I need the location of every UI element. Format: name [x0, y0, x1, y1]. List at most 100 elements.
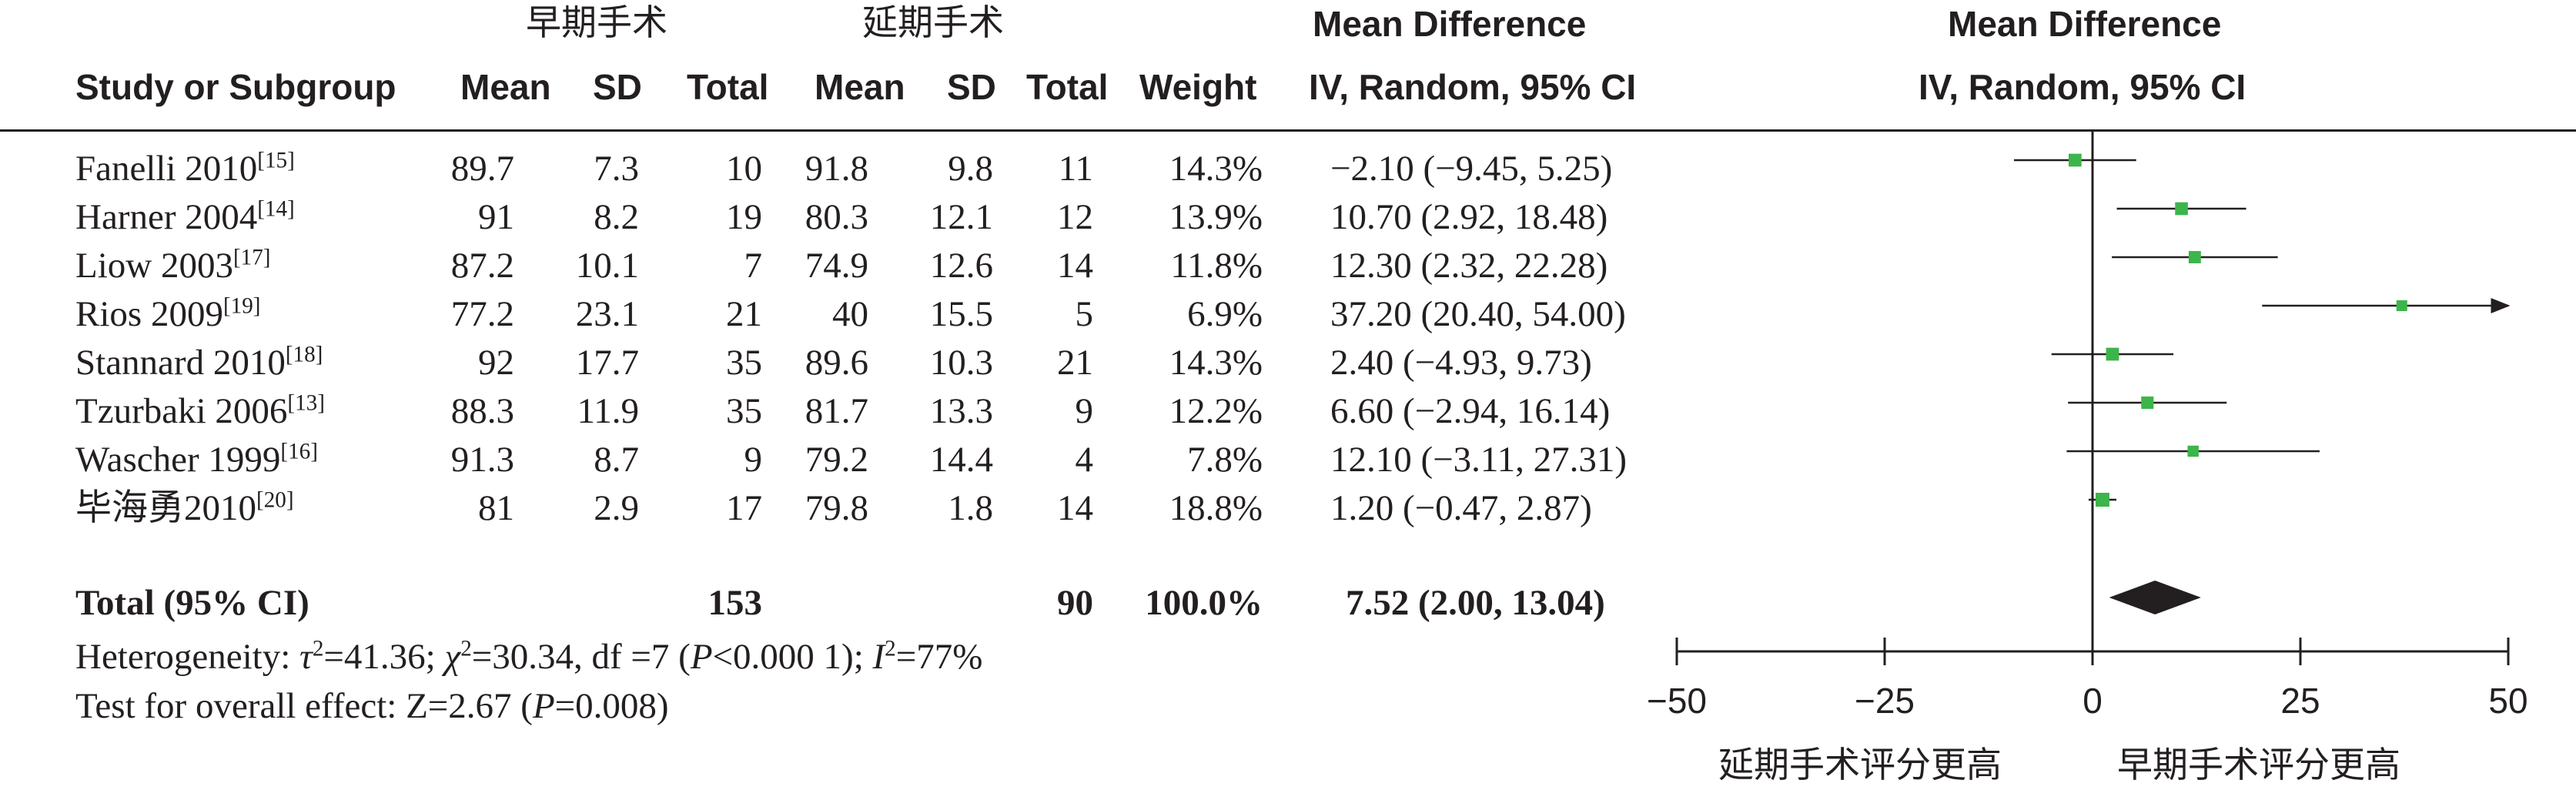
col-header-study: Study or Subgroup: [75, 67, 396, 107]
study-name: 毕海勇2010[20]: [75, 487, 294, 528]
delayed-sd: 12.1: [929, 197, 993, 237]
early-mean: 92: [478, 343, 514, 383]
early-mean: 91: [478, 197, 514, 237]
overall-effect-test: Test for overall effect: Z=2.67 (P=0.008…: [75, 686, 669, 726]
delayed-sd: 10.3: [929, 343, 993, 383]
col-header-early-mean: Mean: [460, 67, 551, 107]
delayed-mean: 79.2: [805, 440, 868, 480]
reference-mark: [16]: [280, 439, 318, 464]
delayed-sd: 14.4: [929, 440, 993, 480]
col-header-early-sd: SD: [593, 67, 642, 107]
early-sd: 11.9: [577, 391, 639, 431]
early-mean: 87.2: [450, 246, 514, 286]
reference-mark: [17]: [233, 245, 271, 270]
effect-size-marker: [2141, 396, 2154, 410]
early-total: 21: [726, 294, 762, 334]
weight: 14.3%: [1169, 149, 1263, 189]
early-mean: 81: [478, 488, 514, 528]
study-name: Liow 2003[17]: [75, 245, 271, 286]
mean-difference-ci: 6.60 (−2.94, 16.14): [1330, 391, 1611, 431]
col-header-weight: Weight: [1139, 67, 1257, 107]
study-name: Fanelli 2010[15]: [75, 148, 295, 189]
reference-mark: [13]: [287, 390, 325, 416]
total-early-n: 153: [708, 583, 763, 623]
early-total: 35: [726, 391, 762, 431]
total-mean-difference-ci: 7.52 (2.00, 13.04): [1346, 583, 1605, 623]
delayed-mean: 91.8: [805, 149, 868, 189]
col-header-early-total: Total: [687, 67, 769, 107]
mean-difference-ci: −2.10 (−9.45, 5.25): [1330, 149, 1613, 189]
x-axis-tick-label: 0: [2083, 681, 2103, 721]
group-header-early: 早期手术: [526, 2, 667, 43]
early-sd: 7.3: [594, 149, 639, 189]
early-sd: 8.2: [594, 197, 639, 237]
md-column-title: Mean Difference: [1313, 4, 1587, 44]
study-name: Rios 2009[19]: [75, 293, 261, 334]
delayed-sd: 1.8: [948, 488, 993, 528]
early-sd: 17.7: [575, 343, 639, 383]
mean-difference-ci: 10.70 (2.92, 18.48): [1330, 197, 1608, 237]
early-total: 9: [744, 440, 763, 480]
delayed-sd: 12.6: [929, 246, 993, 286]
weight: 13.9%: [1169, 197, 1263, 237]
weight: 14.3%: [1169, 343, 1263, 383]
effect-size-marker: [2396, 300, 2407, 312]
early-sd: 8.7: [594, 440, 639, 480]
early-mean: 91.3: [450, 440, 514, 480]
effect-size-marker: [2188, 251, 2201, 263]
x-axis-tick-label: −25: [1855, 681, 1915, 721]
delayed-total: 11: [1058, 149, 1093, 189]
study-name: Tzurbaki 2006[13]: [75, 390, 325, 431]
weight: 11.8%: [1170, 246, 1263, 286]
total-weight: 100.0%: [1145, 583, 1263, 623]
delayed-mean: 40: [832, 294, 868, 334]
early-sd: 10.1: [575, 246, 639, 286]
reference-mark: [19]: [222, 293, 261, 319]
early-mean: 77.2: [450, 294, 514, 334]
x-axis-tick-label: 50: [2488, 681, 2527, 721]
study-name: Wascher 1999[16]: [75, 439, 318, 480]
delayed-sd: 9.8: [948, 149, 993, 189]
early-total: 35: [726, 343, 762, 383]
delayed-sd: 13.3: [929, 391, 993, 431]
reference-mark: [18]: [285, 342, 323, 367]
delayed-total: 4: [1075, 440, 1094, 480]
reference-mark: [20]: [256, 487, 294, 513]
plot-column-title: Mean Difference: [1948, 4, 2222, 44]
early-mean: 89.7: [450, 149, 514, 189]
favours-delayed-label: 延期手术评分更高: [1718, 744, 2002, 785]
reference-mark: [14]: [257, 196, 295, 222]
delayed-mean: 80.3: [805, 197, 868, 237]
weight: 6.9%: [1187, 294, 1263, 334]
study-name: Stannard 2010[18]: [75, 342, 323, 383]
effect-size-marker: [2095, 493, 2109, 507]
mean-difference-ci: 37.20 (20.40, 54.00): [1330, 294, 1626, 334]
early-sd: 2.9: [594, 488, 639, 528]
effect-size-marker: [2175, 202, 2188, 216]
pooled-effect-diamond: [2109, 581, 2201, 614]
early-sd: 23.1: [575, 294, 639, 334]
weight: 7.8%: [1187, 440, 1263, 480]
mean-difference-ci: 2.40 (−4.93, 9.73): [1330, 343, 1592, 383]
early-mean: 88.3: [450, 391, 514, 431]
effect-size-marker: [2068, 153, 2082, 167]
study-name: Harner 2004[14]: [75, 196, 295, 237]
reference-mark: [15]: [257, 148, 295, 173]
delayed-mean: 89.6: [805, 343, 868, 383]
mean-difference-ci: 12.10 (−3.11, 27.31): [1330, 440, 1628, 480]
mean-difference-ci: 1.20 (−0.47, 2.87): [1330, 488, 1592, 528]
delayed-total: 12: [1057, 197, 1093, 237]
delayed-total: 21: [1057, 343, 1093, 383]
col-header-delayed-total: Total: [1026, 67, 1109, 107]
total-delayed-n: 90: [1057, 583, 1093, 623]
early-total: 17: [726, 488, 762, 528]
delayed-sd: 15.5: [929, 294, 993, 334]
delayed-mean: 79.8: [805, 488, 868, 528]
x-axis-tick-label: −50: [1647, 681, 1707, 721]
col-header-delayed-mean: Mean: [815, 67, 905, 107]
early-total: 7: [744, 246, 763, 286]
delayed-mean: 81.7: [805, 391, 868, 431]
plot-column-method: IV, Random, 95% CI: [1919, 67, 2246, 107]
